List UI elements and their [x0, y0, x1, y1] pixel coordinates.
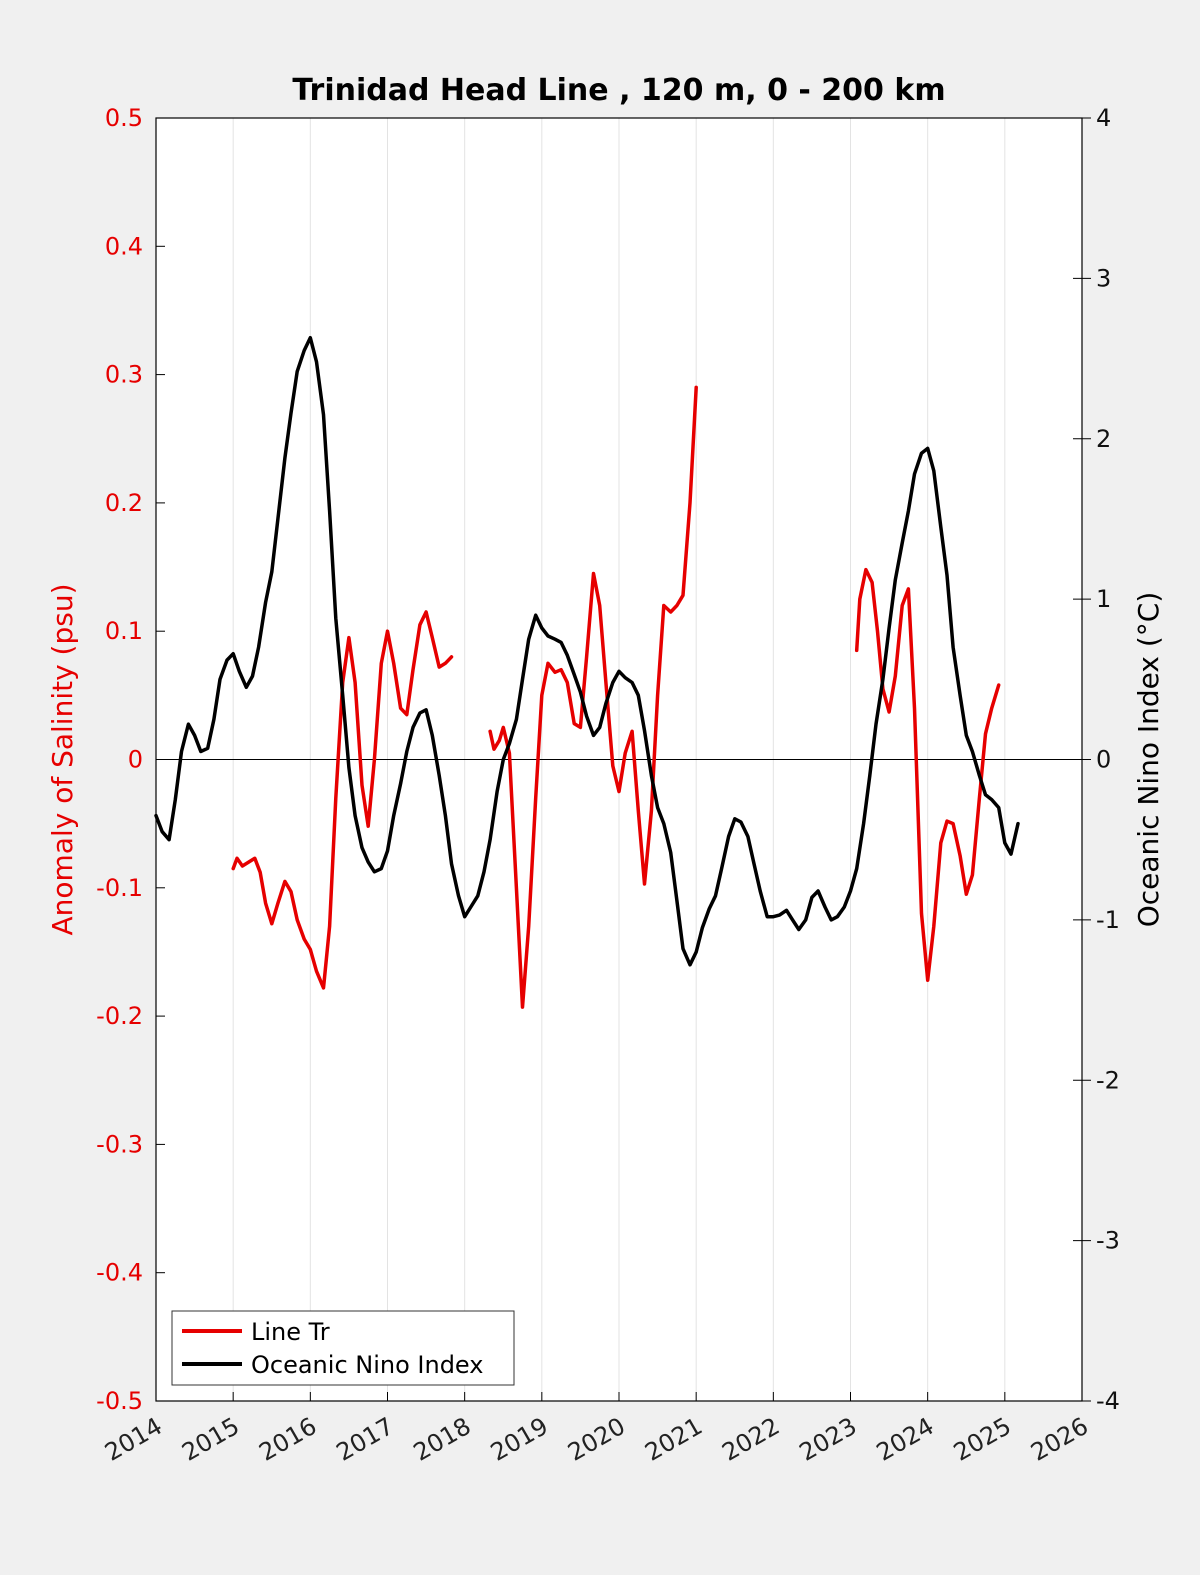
left-tick-label: -0.4 — [96, 1259, 143, 1287]
left-tick-label: 0.2 — [105, 489, 143, 517]
right-axis: -4 -3 -2 -1 0 1 2 3 4 — [1073, 104, 1120, 1415]
right-tick-label: 0 — [1096, 746, 1111, 774]
x-tick-label-2015: 2015 — [177, 1412, 244, 1467]
right-tick-label: 4 — [1096, 104, 1111, 132]
x-tick-label-2022: 2022 — [717, 1412, 784, 1467]
left-axis-label: Anomaly of Salinity (psu) — [46, 583, 79, 935]
right-tick-label: 1 — [1096, 585, 1111, 613]
line-tr-series-line-2 — [854, 567, 1001, 982]
x-tick-label-2020: 2020 — [563, 1412, 630, 1467]
right-tick-label: -3 — [1096, 1227, 1120, 1255]
right-tick-label: 3 — [1096, 264, 1111, 292]
x-tick-label-2019: 2019 — [486, 1412, 553, 1467]
line-tr-series-line-1 — [488, 385, 698, 1009]
x-tick-label-2017: 2017 — [332, 1412, 399, 1467]
right-tick-label: 2 — [1096, 425, 1111, 453]
x-tick-label-2021: 2021 — [640, 1412, 707, 1467]
left-tick-label: -0.1 — [96, 874, 143, 902]
left-tick-label: -0.2 — [96, 1002, 143, 1030]
x-tick-label-2024: 2024 — [872, 1412, 939, 1467]
line-tr-series-line-0 — [231, 610, 454, 990]
right-tick-label: -4 — [1096, 1387, 1120, 1415]
right-tick-label: -1 — [1096, 906, 1120, 934]
legend-label-line-tr: Line Tr — [251, 1318, 330, 1346]
left-tick-label: -0.5 — [96, 1387, 143, 1415]
x-tick-label-2026: 2026 — [1026, 1412, 1093, 1467]
chart-title: Trinidad Head Line , 120 m, 0 - 200 km — [292, 73, 945, 108]
right-axis-label: Oceanic Nino Index (°C) — [1132, 592, 1165, 928]
left-tick-label: 0.5 — [105, 104, 143, 132]
right-tick-label: -2 — [1096, 1066, 1120, 1094]
x-tick-label-2025: 2025 — [949, 1412, 1016, 1467]
left-tick-label: 0.3 — [105, 361, 143, 389]
left-tick-label: 0.1 — [105, 617, 143, 645]
legend-label-oni: Oceanic Nino Index — [251, 1351, 483, 1379]
x-tick-label-2016: 2016 — [254, 1412, 321, 1467]
legend-box — [171, 1310, 515, 1386]
left-tick-label: 0 — [128, 746, 143, 774]
x-axis: 2014 2015 2016 2017 2018 2019 2020 2021 2022 2023… — [100, 1392, 1093, 1467]
left-tick-label: -0.3 — [96, 1130, 143, 1158]
left-axis: -0.5 -0.4 -0.3 -0.2 -0.1 0 0.1 0.2 0.3 0.4 0.5 — [96, 104, 165, 1415]
series-layer — [154, 335, 1020, 1009]
x-tick-label-2018: 2018 — [409, 1412, 476, 1467]
legend: Line Tr Oceanic Nino Index — [171, 1310, 515, 1386]
x-tick-label-2023: 2023 — [795, 1412, 862, 1467]
x-tick-label-2014: 2014 — [100, 1412, 167, 1467]
oni-series-line-0 — [154, 335, 1020, 967]
left-tick-label: 0.4 — [105, 232, 143, 260]
